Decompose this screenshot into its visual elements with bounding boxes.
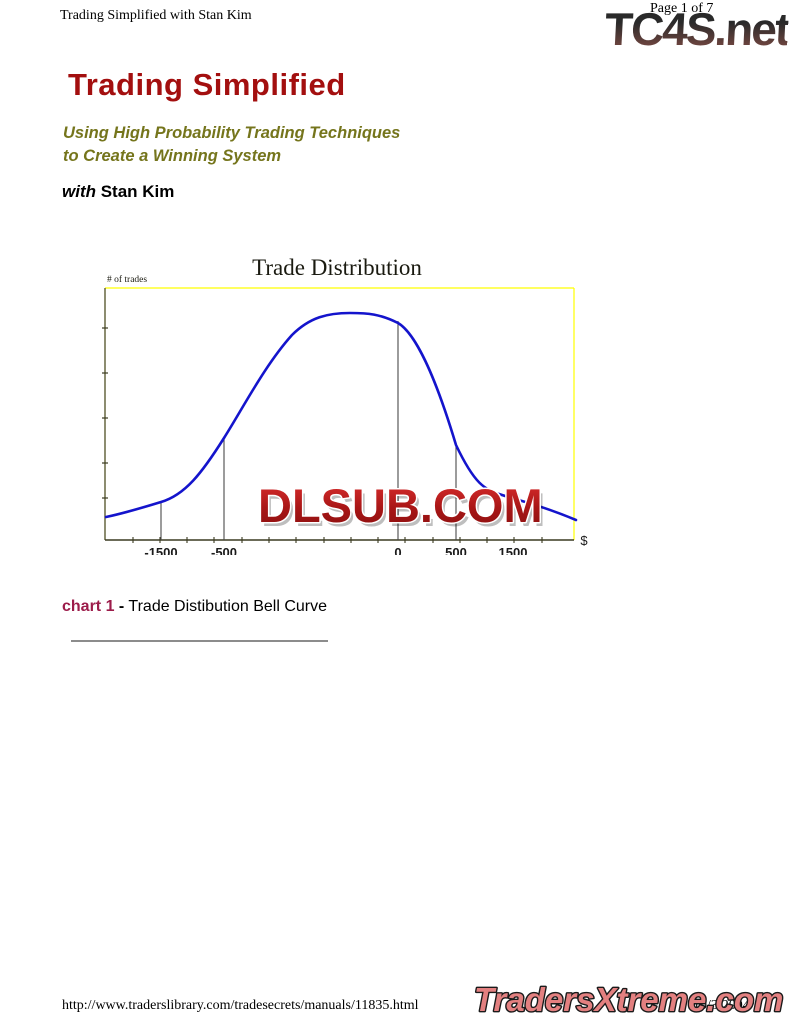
svg-text:# of trades: # of trades: [107, 274, 147, 285]
svg-text:0: 0: [394, 545, 401, 555]
svg-text:1500: 1500: [499, 545, 528, 555]
svg-text:-500: -500: [211, 545, 237, 555]
svg-text:500: 500: [445, 545, 467, 555]
svg-text:-1500: -1500: [144, 545, 177, 555]
svg-text:$: $: [580, 533, 588, 548]
svg-text:TradersXtreme.com: TradersXtreme.com: [474, 981, 783, 1018]
svg-text:Trade Distribution: Trade Distribution: [252, 255, 422, 280]
svg-text:DLSUB.COM: DLSUB.COM: [258, 479, 543, 532]
